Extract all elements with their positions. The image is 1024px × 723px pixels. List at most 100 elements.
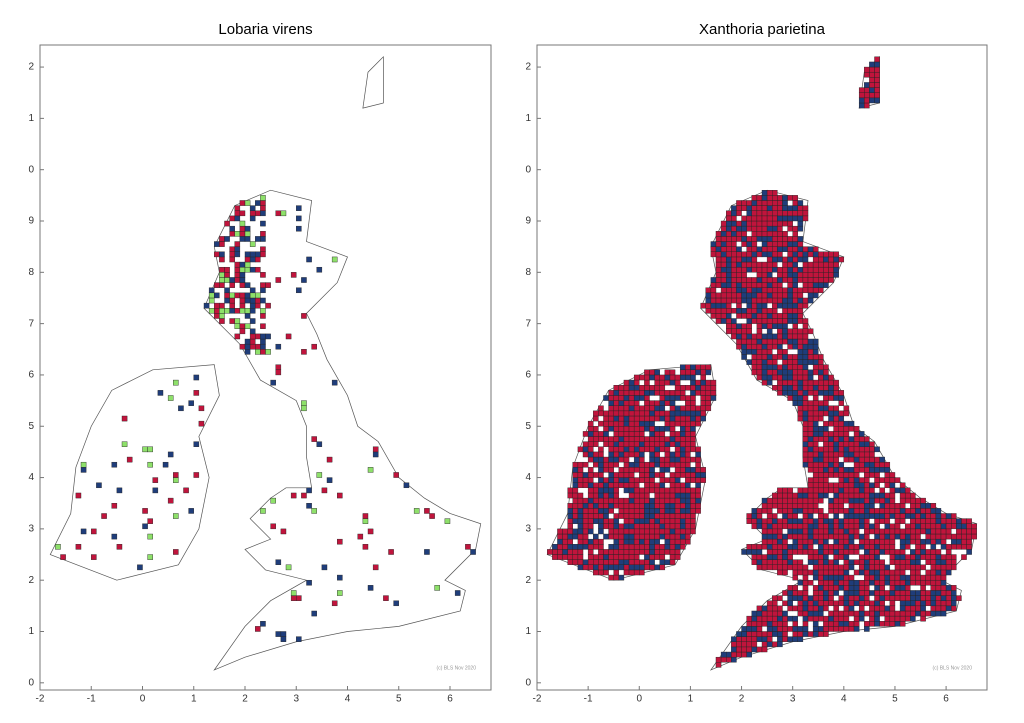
grid-square (812, 585, 819, 591)
grid-square (869, 513, 875, 519)
grid-square (766, 374, 773, 381)
grid-square (674, 503, 681, 509)
grid-square (807, 600, 814, 607)
grid-square (787, 528, 793, 535)
grid-square (874, 600, 880, 607)
grid-square (833, 261, 839, 268)
grid-square (239, 210, 246, 217)
grid-square (818, 600, 824, 607)
grid-square (869, 487, 875, 494)
grid-square (219, 313, 225, 319)
grid-square (659, 523, 666, 530)
grid-square (812, 282, 819, 288)
grid-square (838, 436, 845, 442)
grid-square (956, 523, 962, 530)
grid-square (833, 554, 839, 560)
grid-square (920, 508, 926, 514)
grid-square (562, 528, 568, 535)
grid-square (884, 513, 891, 519)
grid-square (838, 554, 845, 560)
grid-square (802, 359, 809, 365)
grid-square (920, 554, 926, 560)
grid-square (864, 564, 870, 571)
grid-square (797, 395, 804, 401)
grid-square (751, 251, 758, 258)
grid-square (756, 210, 763, 217)
grid-square (756, 328, 763, 335)
grid-square (766, 354, 773, 360)
grid-square (587, 538, 594, 545)
grid-square (838, 528, 845, 535)
grid-square (761, 508, 768, 514)
grid-square (126, 456, 133, 463)
grid-square (864, 467, 870, 473)
grid-square (101, 513, 107, 519)
grid-square (823, 461, 829, 468)
grid-square (362, 513, 369, 519)
grid-square (812, 261, 819, 268)
grid-square (593, 544, 599, 550)
grid-square (802, 528, 809, 535)
grid-square (797, 600, 804, 607)
grid-square (787, 282, 793, 288)
grid-square (930, 574, 937, 581)
grid-square (797, 308, 804, 314)
grid-square (777, 292, 783, 299)
grid-square (833, 410, 839, 417)
grid-square (812, 415, 819, 422)
grid-square (751, 359, 758, 365)
grid-square (669, 533, 676, 540)
grid-square (818, 436, 824, 442)
grid-square (853, 528, 860, 535)
grid-square (731, 333, 737, 340)
grid-square (613, 574, 620, 581)
grid-square (894, 585, 901, 591)
grid-square (889, 610, 896, 617)
grid-square (812, 600, 819, 607)
grid-square (777, 364, 783, 370)
grid-square (802, 246, 809, 252)
coastline (203, 189, 482, 671)
grid-square (679, 528, 686, 535)
grid-square (884, 610, 891, 617)
grid-square (587, 564, 594, 571)
grid-square (188, 508, 194, 514)
grid-square (260, 508, 266, 514)
grid-square (925, 595, 931, 601)
grid-square (787, 261, 793, 268)
grid-square (664, 487, 671, 494)
grid-square (920, 538, 926, 545)
grid-square (659, 467, 666, 473)
grid-square (736, 225, 742, 232)
grid-square (679, 374, 686, 381)
grid-square (782, 590, 788, 596)
grid-square (674, 395, 681, 401)
grid-square (899, 487, 906, 494)
grid-square (879, 528, 885, 535)
grid-square (219, 236, 225, 242)
grid-square (572, 487, 579, 494)
grid-square (654, 379, 660, 386)
grid-square (623, 497, 630, 504)
grid-square (899, 559, 906, 565)
grid-square (613, 497, 620, 504)
grid-square (894, 595, 901, 601)
grid-square (828, 461, 834, 468)
grid-square (945, 523, 952, 530)
grid-square (874, 559, 880, 565)
grid-square (80, 467, 87, 473)
grid-square (797, 564, 804, 571)
grid-square (628, 559, 635, 565)
grid-square (930, 533, 937, 540)
grid-square (823, 436, 829, 442)
grid-square (894, 487, 901, 494)
grid-square (587, 487, 594, 494)
grid-square (807, 615, 814, 622)
grid-square (879, 492, 885, 499)
grid-square (690, 446, 696, 453)
grid-square (608, 441, 614, 447)
grid-square (833, 272, 839, 278)
grid-square (628, 549, 635, 555)
grid-square (659, 533, 666, 540)
grid-square (582, 497, 589, 504)
